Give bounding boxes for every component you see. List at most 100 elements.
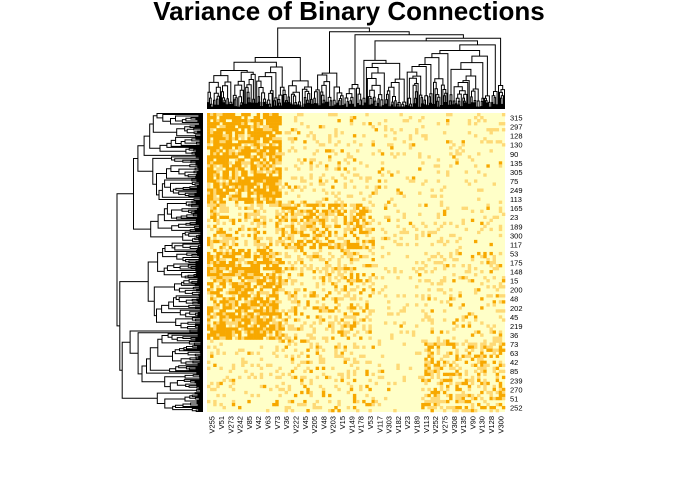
heatmap-cell <box>340 212 344 216</box>
heatmap-cell <box>489 128 493 132</box>
heatmap-cell <box>477 197 481 201</box>
heatmap-cell <box>225 336 230 340</box>
heatmap-cell <box>256 128 261 132</box>
heatmap-cell <box>275 306 279 310</box>
heatmap-cell <box>250 176 254 180</box>
heatmap-cell <box>489 218 493 223</box>
heatmap-cell <box>207 360 211 364</box>
heatmap-cell <box>281 387 285 392</box>
heatmap-cell <box>418 167 422 171</box>
column-label: V36 <box>282 416 291 429</box>
heatmap-cell <box>253 164 257 168</box>
heatmap-cell <box>477 170 481 174</box>
heatmap-cell <box>306 267 310 271</box>
heatmap-cell <box>470 345 475 349</box>
heatmap-cell <box>265 152 270 156</box>
heatmap-cell <box>281 324 285 328</box>
heatmap-cell <box>225 170 230 174</box>
heatmap-cell <box>278 212 282 216</box>
heatmap-cell <box>321 221 326 226</box>
heatmap-cell <box>262 125 267 129</box>
heatmap-cell <box>433 399 437 404</box>
heatmap-cell <box>256 218 261 223</box>
heatmap-cell <box>259 375 264 380</box>
heatmap-cell <box>427 342 431 346</box>
heatmap-cell <box>238 270 242 274</box>
heatmap-cell <box>340 131 344 135</box>
heatmap-cell <box>265 330 270 334</box>
heatmap-cell <box>414 236 419 241</box>
heatmap-cell <box>238 251 242 256</box>
heatmap-cell <box>241 227 245 232</box>
heatmap-cell <box>315 348 320 352</box>
heatmap-cell <box>247 212 251 216</box>
heatmap-cell <box>396 152 400 156</box>
heatmap-cell <box>253 324 257 328</box>
heatmap-cell <box>213 399 217 404</box>
heatmap-cell <box>486 402 490 407</box>
heatmap-cell <box>231 321 236 325</box>
heatmap-cell <box>284 390 288 395</box>
heatmap-cell <box>253 257 257 262</box>
heatmap-cell <box>346 227 351 232</box>
heatmap-cell <box>337 224 341 229</box>
heatmap-cell <box>458 399 462 404</box>
heatmap-cell <box>241 273 245 277</box>
heatmap-cell <box>265 122 270 126</box>
heatmap-cell <box>231 251 236 256</box>
heatmap-cell <box>213 191 217 195</box>
heatmap-cell <box>315 345 320 349</box>
heatmap-cell <box>461 276 465 280</box>
heatmap-cell <box>349 251 354 256</box>
heatmap-cell <box>219 327 223 331</box>
heatmap-cell <box>464 276 469 280</box>
heatmap-cell <box>216 170 220 174</box>
heatmap-cell <box>225 113 230 117</box>
heatmap-cell <box>362 309 366 313</box>
heatmap-cell <box>473 116 478 120</box>
heatmap-cell <box>250 167 254 171</box>
heatmap-cell <box>234 236 239 241</box>
heatmap-cell <box>216 122 220 126</box>
heatmap-cell <box>256 239 261 244</box>
heatmap-cell <box>244 146 248 150</box>
heatmap-cell <box>399 128 403 132</box>
heatmap-cell <box>247 137 251 141</box>
heatmap-cell <box>238 134 242 138</box>
heatmap-cell <box>359 354 363 358</box>
heatmap-cell <box>455 239 459 244</box>
heatmap-cell <box>256 297 261 301</box>
heatmap-cell <box>278 375 282 380</box>
heatmap-cell <box>312 134 316 138</box>
heatmap-cell <box>262 188 267 192</box>
heatmap-cell <box>228 143 233 147</box>
heatmap-cell <box>253 273 257 277</box>
column-label: V189 <box>413 416 422 434</box>
heatmap-cell <box>278 167 282 171</box>
heatmap-cell <box>272 203 276 207</box>
heatmap-cell <box>362 215 366 220</box>
heatmap-cell <box>424 372 428 377</box>
heatmap-cell <box>359 336 363 340</box>
heatmap-cell <box>374 381 379 386</box>
heatmap-cell <box>343 242 347 247</box>
heatmap-cell <box>467 399 472 404</box>
heatmap-cell <box>253 182 257 186</box>
heatmap-cell <box>334 128 338 132</box>
heatmap-cell <box>250 333 254 337</box>
heatmap-cell <box>446 119 450 123</box>
heatmap-cell <box>492 303 496 307</box>
heatmap-cell <box>231 152 236 156</box>
heatmap-cell <box>461 396 465 401</box>
heatmap-cell <box>210 257 214 262</box>
heatmap-cell <box>377 185 382 189</box>
heatmap-cell <box>365 300 369 304</box>
heatmap-cell <box>433 260 437 265</box>
heatmap-cell <box>464 227 469 232</box>
heatmap-cell <box>436 212 441 216</box>
heatmap-cell <box>334 113 338 117</box>
heatmap-cell <box>424 342 428 346</box>
column-label: V303 <box>385 416 394 434</box>
heatmap-cell <box>349 155 354 159</box>
heatmap-cell <box>256 161 261 165</box>
